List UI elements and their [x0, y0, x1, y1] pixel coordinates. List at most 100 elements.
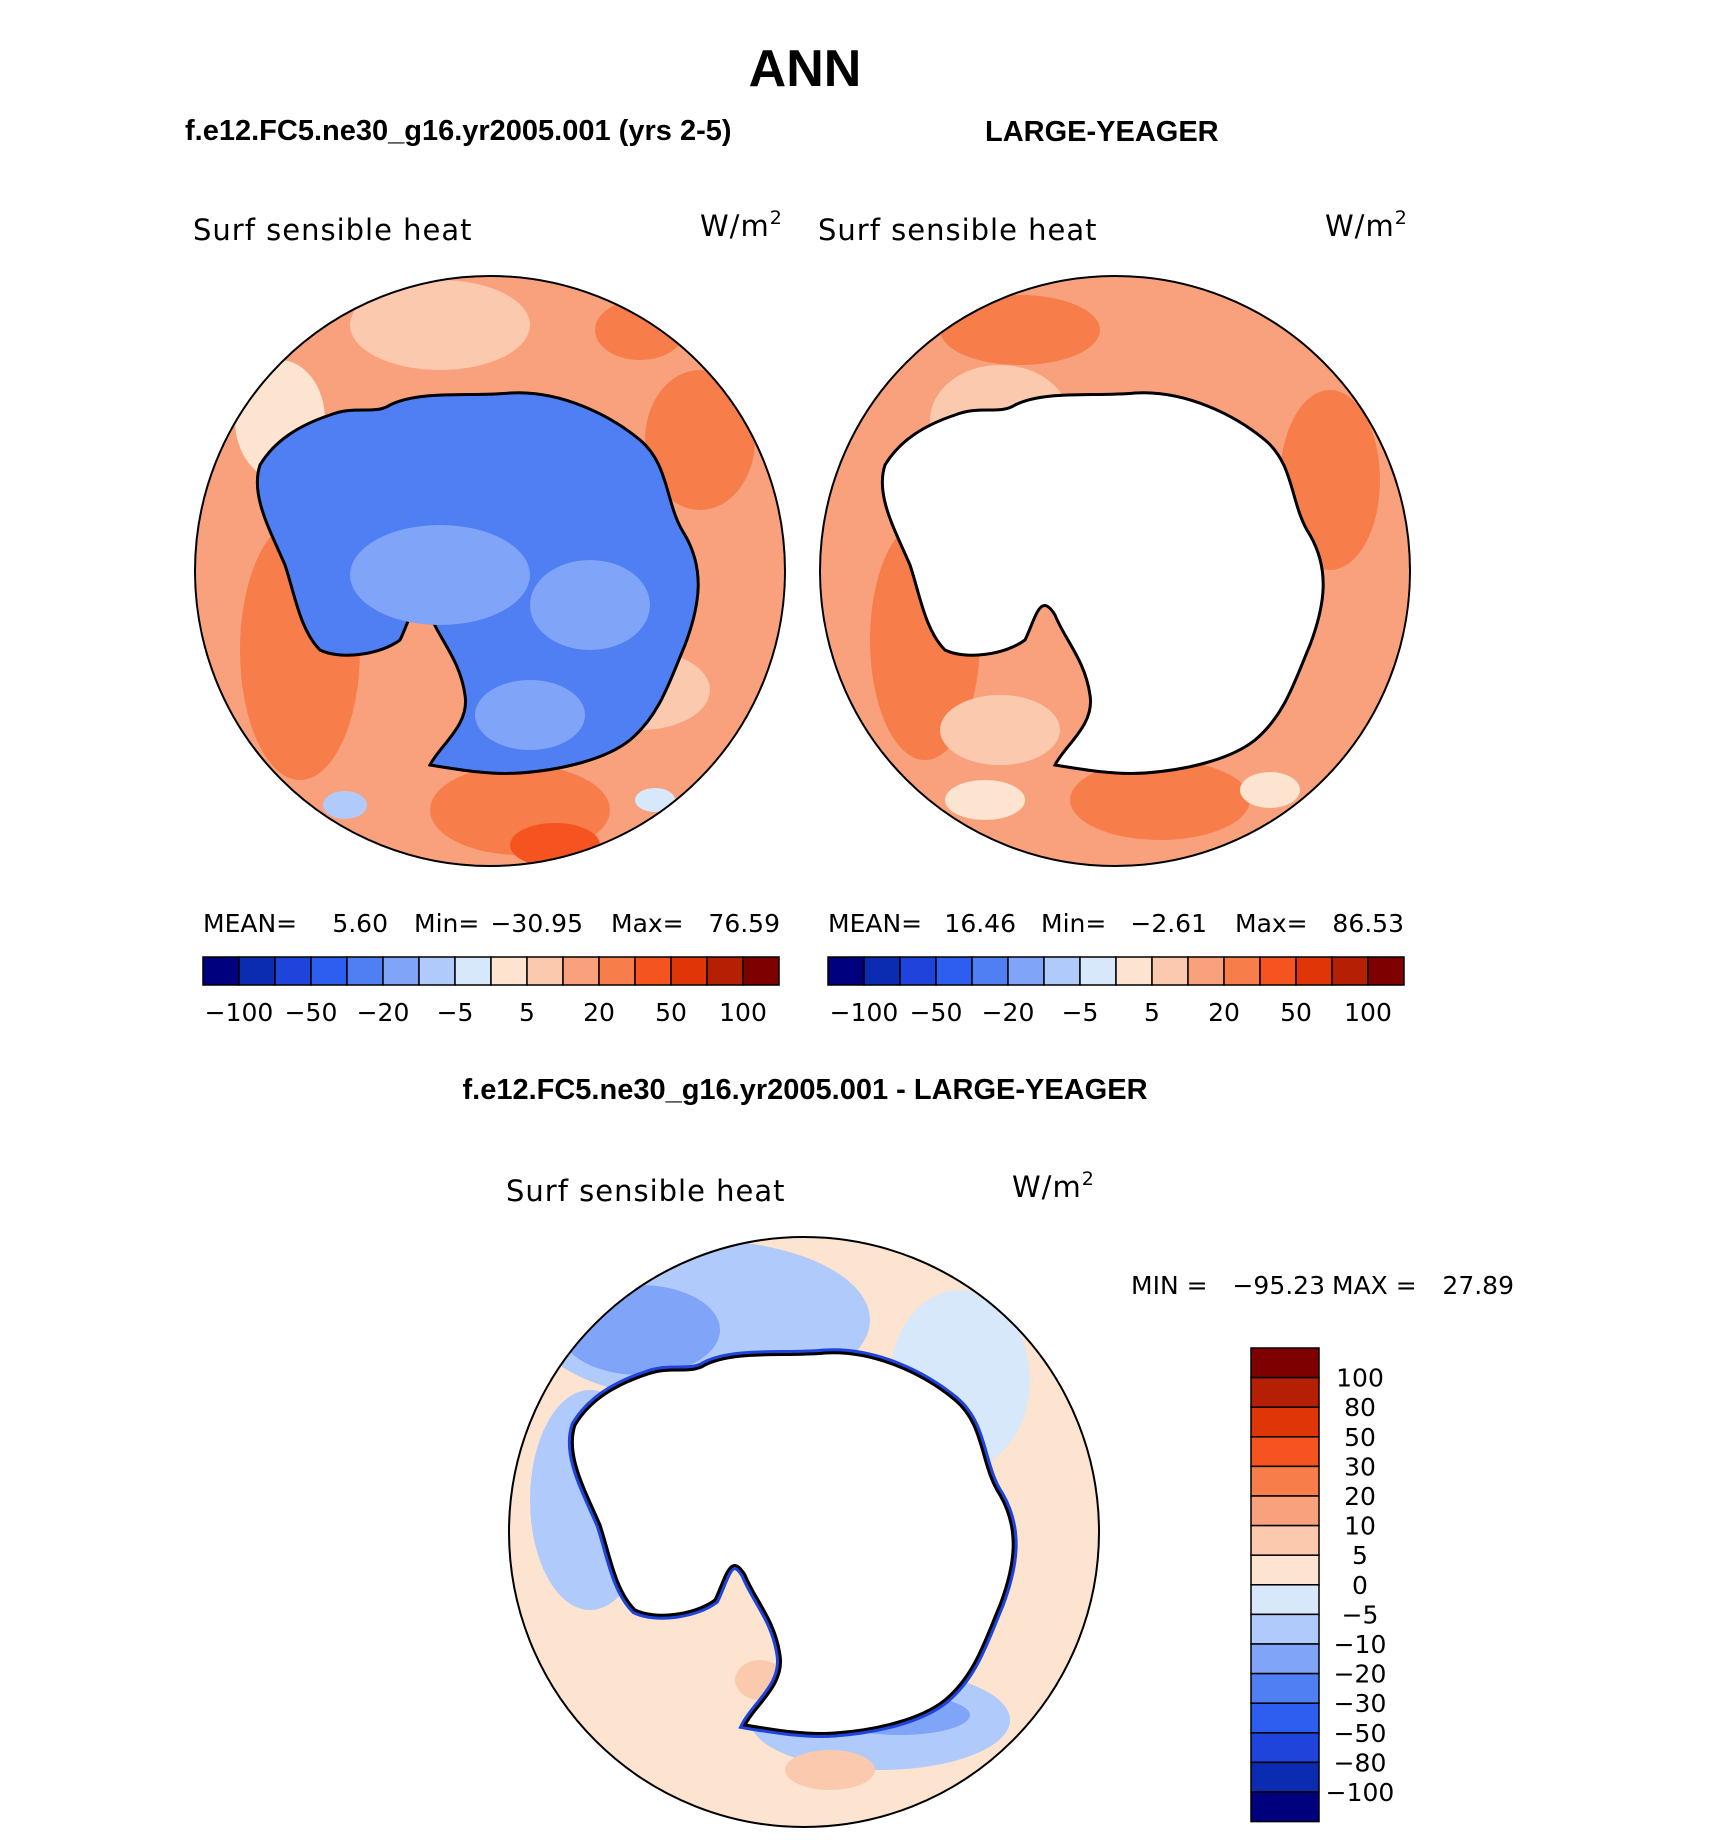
right-min-label: Min=	[1041, 909, 1106, 938]
colorbar-swatch	[1079, 956, 1117, 986]
colorbar-swatch	[346, 956, 384, 986]
colorbar-swatch	[382, 956, 420, 986]
right-min-value: −2.61	[1130, 909, 1207, 938]
left-map-border	[194, 275, 786, 867]
colorbar-swatch	[490, 956, 528, 986]
left-variable-label: Surf sensible heat	[193, 213, 473, 247]
right-units-base: W/m	[1325, 209, 1395, 243]
colorbar-swatch	[1250, 1347, 1320, 1379]
left-light-patch	[350, 280, 530, 370]
colorbar-swatch	[1367, 956, 1405, 986]
colorbar-swatch	[562, 956, 600, 986]
colorbar-swatch	[1223, 956, 1261, 986]
colorbar-swatch	[935, 956, 973, 986]
colorbar-tick-label: 5	[1352, 1541, 1368, 1570]
colorbar-swatch	[1250, 1702, 1320, 1734]
diff-warm-patch	[785, 1750, 875, 1790]
left-units-base: W/m	[700, 209, 770, 243]
colorbar-swatch	[202, 956, 240, 986]
right-light-patch	[940, 695, 1060, 765]
diff-max-value: 27.89	[1442, 1271, 1514, 1300]
colorbar-swatch	[238, 956, 276, 986]
colorbar-swatch	[1250, 1584, 1320, 1616]
colorbar-swatch	[863, 956, 901, 986]
colorbar-swatch	[454, 956, 492, 986]
right-map-border	[819, 275, 1411, 867]
colorbar-swatch	[1250, 1406, 1320, 1438]
colorbar-swatch	[310, 956, 348, 986]
colorbar-tick-label: 20	[1208, 998, 1240, 1027]
colorbar-tick-label: 50	[1280, 998, 1312, 1027]
colorbar-tick-label: 100	[719, 998, 767, 1027]
colorbar-swatch	[1259, 956, 1297, 986]
colorbar-tick-label: 20	[583, 998, 615, 1027]
colorbar-tick-label: −20	[357, 998, 410, 1027]
diff-minmax: MIN = −95.23 MAX = 27.89	[1131, 1271, 1514, 1300]
colorbar-swatch	[1043, 956, 1081, 986]
left-panel: f.e12.FC5.ne30_g16.yr2005.001 (yrs 2-5) …	[185, 115, 786, 1027]
colorbar-tick-label: 30	[1344, 1452, 1376, 1481]
colorbar-tick-label: −50	[285, 998, 338, 1027]
diff-min-label: MIN =	[1131, 1271, 1208, 1300]
colorbar-swatch	[598, 956, 636, 986]
left-mean-label: MEAN=	[203, 909, 297, 938]
colorbar-tick-label: −50	[910, 998, 963, 1027]
colorbar-swatch	[670, 956, 708, 986]
colorbar-swatch	[1250, 1643, 1320, 1675]
colorbar-tick-label: −5	[1342, 1600, 1379, 1629]
right-max-value: 86.53	[1332, 909, 1404, 938]
colorbar-tick-label: 50	[655, 998, 687, 1027]
colorbar-swatch	[1187, 956, 1225, 986]
diff-variable-label: Surf sensible heat	[506, 1174, 786, 1208]
colorbar-swatch	[706, 956, 744, 986]
colorbar-tick-label: −5	[1062, 998, 1099, 1027]
colorbar-swatch	[1250, 1791, 1320, 1823]
colorbar-swatch	[1295, 956, 1333, 986]
colorbar-swatch	[827, 956, 865, 986]
right-light-patch	[1240, 772, 1300, 808]
colorbar-swatch	[1115, 956, 1153, 986]
right-warm-patch	[1070, 760, 1250, 840]
left-units-exponent: 2	[770, 207, 783, 229]
diff-case-label: f.e12.FC5.ne30_g16.yr2005.001 - LARGE-YE…	[462, 1074, 1147, 1106]
colorbar-swatch	[1250, 1672, 1320, 1704]
colorbar-swatch	[418, 956, 456, 986]
colorbar-tick-label: −80	[1334, 1748, 1387, 1777]
colorbar-swatch	[1250, 1554, 1320, 1586]
colorbar-tick-label: 10	[1344, 1512, 1376, 1541]
left-ice-light-patch	[475, 680, 585, 750]
right-colorbar: −100 −50 −20 −5 5 20 50 100	[827, 956, 1405, 1027]
colorbar-swatch	[1331, 956, 1369, 986]
left-mean-value: 5.60	[332, 909, 388, 938]
diff-min-value: −95.23	[1232, 1271, 1325, 1300]
left-light-patch	[635, 788, 675, 812]
right-units-exponent: 2	[1395, 207, 1408, 229]
right-light-patch	[945, 780, 1025, 820]
colorbar-swatch	[1250, 1465, 1320, 1497]
colorbar-tick-label: −20	[1334, 1660, 1387, 1689]
left-min-label: Min=	[414, 909, 479, 938]
left-warm-patch	[510, 823, 600, 866]
colorbar-swatch	[899, 956, 937, 986]
left-light-patch	[323, 791, 367, 819]
left-units: W/m2	[700, 207, 783, 243]
right-panel: LARGE-YEAGER Surf sensible heat W/m2 MEA…	[818, 116, 1411, 1027]
colorbar-tick-label: 80	[1344, 1393, 1376, 1422]
figure-title: ANN	[749, 40, 862, 98]
colorbar-tick-label: −100	[205, 998, 274, 1027]
colorbar-swatch	[1151, 956, 1189, 986]
colorbar-swatch	[1250, 1524, 1320, 1556]
colorbar-swatch	[1250, 1436, 1320, 1468]
colorbar-swatch	[971, 956, 1009, 986]
colorbar-tick-label: −100	[1326, 1778, 1395, 1807]
diff-panel: f.e12.FC5.ne30_g16.yr2005.001 - LARGE-YE…	[462, 1074, 1514, 1828]
left-colorbar: −100 −50 −20 −5 5 20 50 100	[202, 956, 780, 1027]
colorbar-swatch	[1250, 1613, 1320, 1645]
colorbar-tick-label: −10	[1334, 1630, 1387, 1659]
diff-units-exponent: 2	[1082, 1168, 1095, 1190]
colorbar-tick-label: −5	[437, 998, 474, 1027]
colorbar-swatch	[1250, 1376, 1320, 1408]
colorbar-swatch	[742, 956, 780, 986]
